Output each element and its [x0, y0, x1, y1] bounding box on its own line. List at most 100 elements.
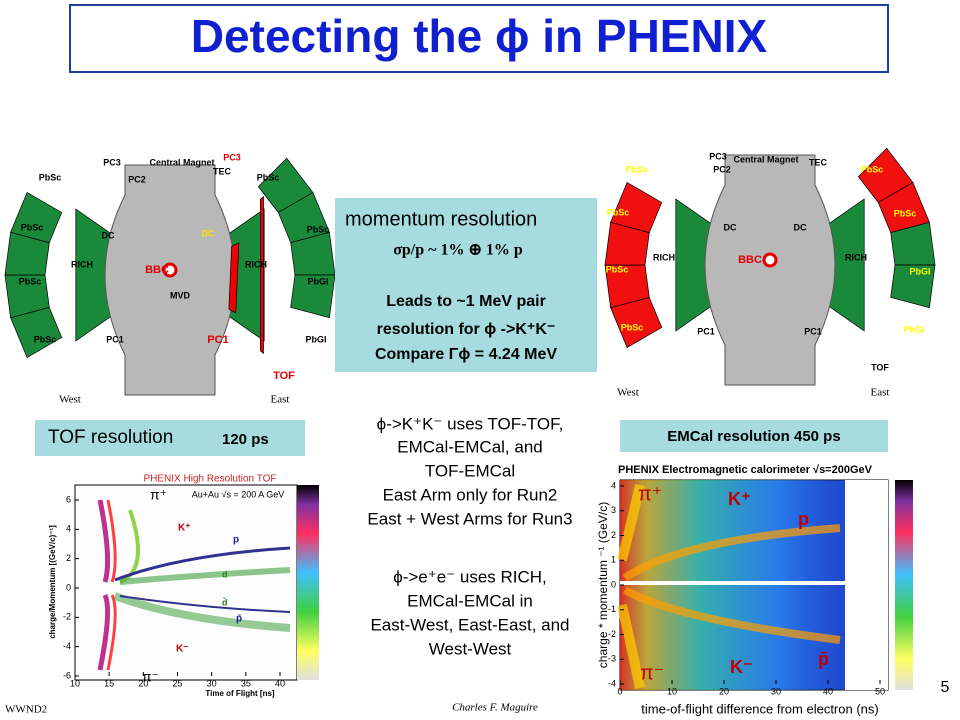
y-tick-label: 6 [66, 494, 71, 504]
label: Central Magnet [149, 157, 214, 167]
x-tick-label: 15 [104, 678, 114, 688]
particle: π⁻ [640, 662, 664, 684]
text-line: ϕ->K⁺K⁻ uses TOF-TOF, [377, 414, 564, 433]
y-tick-label: 2 [611, 530, 616, 540]
sector [290, 274, 336, 319]
label: West [617, 387, 639, 399]
label: PC2 [128, 174, 146, 184]
tof-plot: PHENIX High Resolution TOF Au+Au √s = 20… [48, 474, 319, 698]
tof-value: 120 ps [222, 431, 269, 448]
y-tick-label: 4 [66, 524, 71, 534]
sector [260, 195, 264, 355]
x-tick-label: 20 [719, 686, 729, 696]
y-tick-label: -2 [63, 612, 71, 622]
band [113, 592, 291, 632]
y-tick-label: -2 [608, 629, 616, 639]
x-tick-label: 40 [823, 686, 833, 696]
y-axis-label: charge/Momentum [(GeV/c)⁻¹] [48, 525, 57, 639]
label: PbSc [621, 322, 644, 332]
sector [228, 242, 240, 314]
band [97, 499, 111, 583]
label: PbSc [894, 208, 917, 218]
page-number: 5 [941, 679, 950, 696]
momentum-line: Compare Γϕ = 4.24 MeV [375, 346, 557, 363]
plot-title: PHENIX High Resolution TOF [143, 474, 276, 485]
label: PbSc [606, 264, 629, 274]
band [119, 595, 291, 613]
text-line: ϕ->e⁺e⁻ uses RICH, [393, 567, 547, 586]
plot-title: PHENIX Electromagnetic calorimeter √s=20… [618, 464, 873, 476]
particle: K⁺ [178, 523, 191, 534]
x-tick-label: 50 [875, 686, 885, 696]
y-tick-label: 2 [66, 553, 71, 563]
label: PbSc [861, 164, 884, 174]
y-tick-label: -3 [608, 654, 616, 664]
text-line: EMCal-EMCal, and [397, 437, 543, 456]
y-axis-label: charge * momentum ⁻¹ (GeV/c) [596, 502, 610, 668]
y-tick-label: 1 [611, 555, 616, 565]
text-line: TOF-EMCal [425, 461, 515, 480]
y-tick-label: -1 [608, 604, 616, 614]
left-detector-labels: PbSc PbSc PbSc PbSc PC3 PC2 Central Magn… [19, 152, 330, 405]
particle: K⁻ [176, 644, 189, 655]
text-line: EMCal-EMCal in [407, 591, 533, 610]
label: PC2 [713, 164, 731, 174]
y-tick-label: -4 [608, 678, 616, 688]
x-tick-label: 25 [172, 678, 182, 688]
label: East [871, 387, 890, 399]
emcal-text: EMCal resolution 450 ps [667, 428, 840, 445]
x-tick-label: 20 [138, 678, 148, 688]
label: PbSc [21, 222, 44, 232]
x-tick-label: 35 [241, 678, 251, 688]
sector [890, 264, 936, 309]
x-axis-label: Time of Flight [ns] [205, 689, 275, 698]
x-tick-label: 40 [275, 678, 285, 688]
particle: d̄ [222, 597, 228, 607]
text-line: East Arm only for Run2 [383, 485, 558, 504]
momentum-box [335, 198, 597, 372]
band [106, 594, 117, 671]
label: TOF [871, 362, 889, 372]
label: RICH [245, 259, 267, 269]
emcal-plot: PHENIX Electromagnetic calorimeter √s=20… [596, 464, 913, 716]
particle: p [233, 535, 239, 546]
y-tick-label: -4 [63, 641, 71, 651]
particle: π⁺ [638, 483, 662, 505]
x-tick-label: 10 [667, 686, 677, 696]
particle: K⁺ [728, 489, 751, 509]
label: East [271, 394, 290, 406]
label: TEC [213, 166, 232, 176]
band [97, 593, 111, 671]
left-detector [4, 140, 336, 410]
particle: K⁻ [730, 657, 753, 677]
label: DC [724, 222, 737, 232]
colorbar [297, 485, 319, 680]
y-tick-label: 0 [611, 579, 616, 589]
label: RICH [845, 252, 867, 262]
label: TEC [809, 157, 828, 167]
tof-text: TOF resolution [48, 427, 173, 448]
label: MVD [170, 290, 191, 300]
label: PC3 [709, 151, 727, 161]
label: Central Magnet [733, 154, 798, 164]
label: PC1 [804, 326, 822, 336]
footer-author: Charles F. Maguire [452, 702, 538, 714]
sector [610, 181, 663, 234]
band [617, 483, 645, 562]
band [106, 499, 117, 583]
label: PbGl [305, 334, 326, 344]
text-line: West-West [429, 639, 512, 658]
label: PC1 [106, 334, 124, 344]
right-detector-labels: PbSc PbSc PbSc PbSc PC3 TEC Central Magn… [606, 151, 931, 398]
label: PbGl [909, 266, 930, 276]
band [622, 524, 841, 582]
x-tick-label: 30 [207, 678, 217, 688]
label: PC1 [207, 334, 228, 346]
label: DC [102, 230, 115, 240]
label: TOF [273, 370, 295, 382]
particle: d [222, 569, 228, 579]
magnet [104, 164, 236, 396]
